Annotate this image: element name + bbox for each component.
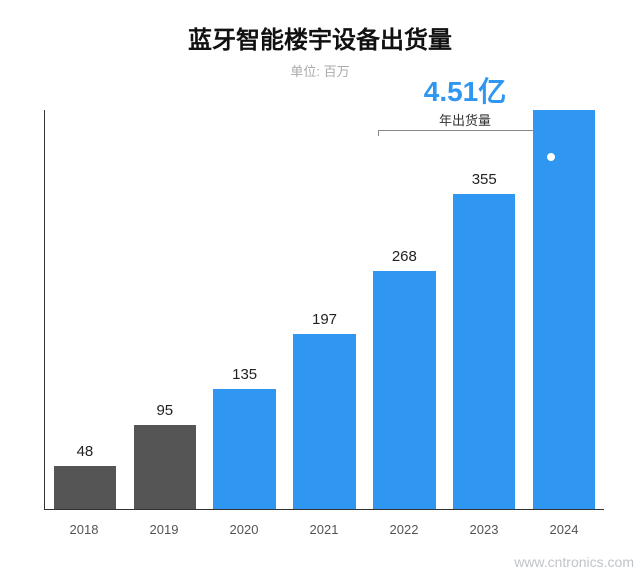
bar-value-label: 268 bbox=[364, 248, 444, 265]
bar bbox=[533, 110, 595, 509]
x-axis-labels: 2018201920202021202220232024 bbox=[44, 522, 604, 537]
bar-slot: 135 bbox=[205, 110, 285, 509]
bar-value-label: 95 bbox=[125, 402, 205, 419]
x-axis-label: 2019 bbox=[124, 522, 204, 537]
bar-value-label: 135 bbox=[205, 366, 285, 383]
bar-slot: 197 bbox=[285, 110, 365, 509]
chart-container: 蓝牙智能楼宇设备出货量 单位: 百万 4.51亿 年出货量 4895135197… bbox=[0, 0, 640, 574]
bar-slot bbox=[524, 110, 604, 509]
plot-area: 48 95 135 197 268 355 bbox=[44, 110, 604, 510]
bar bbox=[453, 194, 515, 509]
bar-value-label: 197 bbox=[285, 311, 365, 328]
watermark: www.cntronics.com bbox=[514, 554, 634, 570]
x-axis-label: 2021 bbox=[284, 522, 364, 537]
x-axis-label: 2018 bbox=[44, 522, 124, 537]
callout-big: 4.51亿 bbox=[390, 70, 540, 110]
bar bbox=[54, 466, 116, 509]
x-axis-label: 2020 bbox=[204, 522, 284, 537]
x-axis-label: 2022 bbox=[364, 522, 444, 537]
x-axis-label: 2023 bbox=[444, 522, 524, 537]
bar bbox=[134, 425, 196, 509]
highlight-marker-circle bbox=[542, 148, 560, 166]
bar bbox=[213, 389, 275, 509]
bars-group: 48 95 135 197 268 355 bbox=[45, 110, 604, 509]
bar-slot: 95 bbox=[125, 110, 205, 509]
bar-slot: 268 bbox=[364, 110, 444, 509]
bar-slot: 355 bbox=[444, 110, 524, 509]
bar bbox=[373, 271, 435, 509]
bar bbox=[293, 334, 355, 509]
bar-value-label: 48 bbox=[45, 443, 125, 460]
bar-value-label: 355 bbox=[444, 171, 524, 188]
bar-slot: 48 bbox=[45, 110, 125, 509]
chart-title: 蓝牙智能楼宇设备出货量 bbox=[30, 20, 610, 55]
x-axis-label: 2024 bbox=[524, 522, 604, 537]
